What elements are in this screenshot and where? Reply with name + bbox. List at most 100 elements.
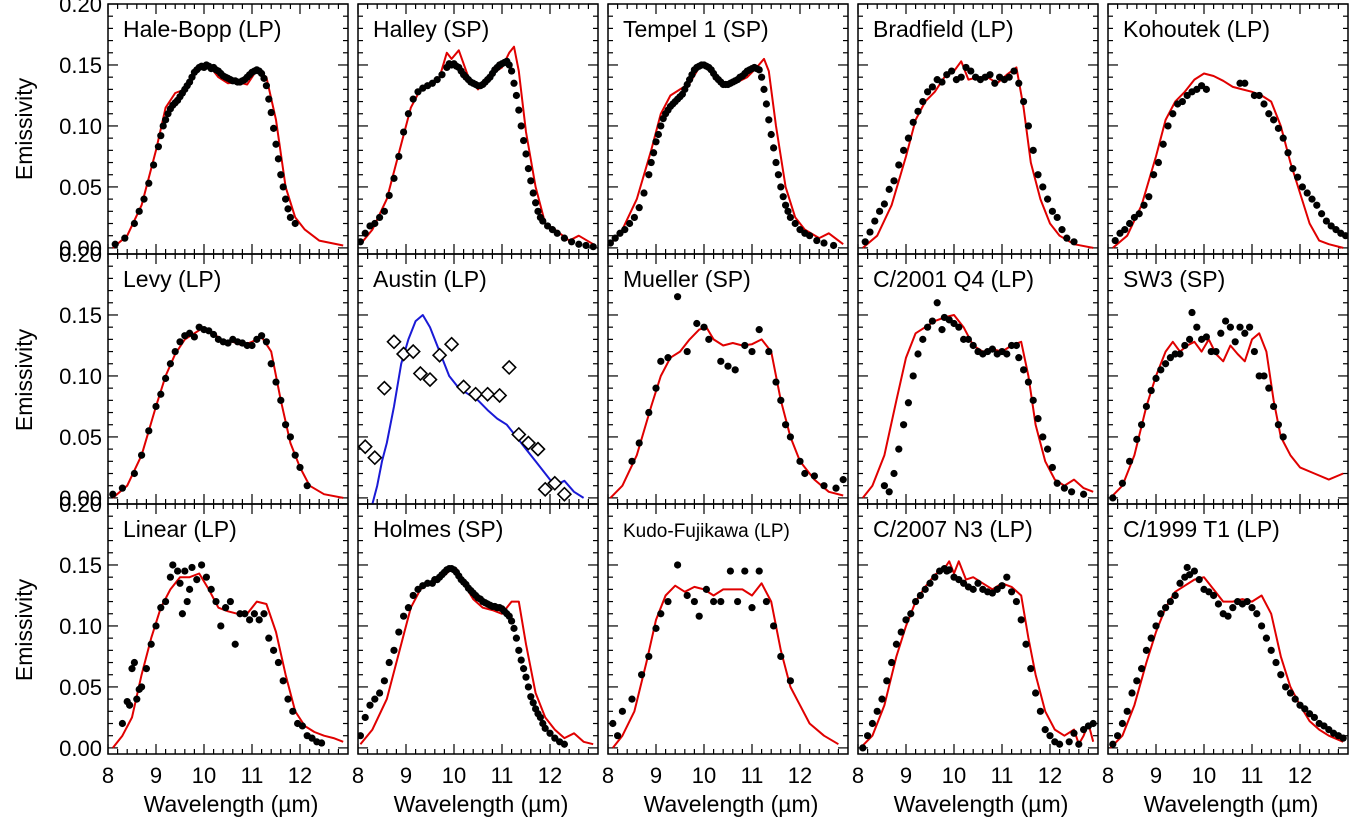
- data-point: [878, 695, 886, 703]
- data-point: [1224, 612, 1232, 620]
- x-axis-labels: Wavelength (µm) Wavelength (µm) Waveleng…: [144, 791, 1319, 817]
- x-tick-label: 11: [741, 763, 764, 788]
- data-point: [279, 183, 287, 191]
- data-point: [530, 441, 546, 457]
- data-point: [1012, 341, 1021, 350]
- data-point: [255, 616, 263, 624]
- data-point: [916, 591, 925, 600]
- data-point: [820, 239, 828, 247]
- y-tick-label: 0.05: [59, 425, 102, 450]
- data-point: [1313, 201, 1321, 209]
- plot-area: [109, 323, 344, 499]
- data-point: [909, 118, 917, 126]
- data-point: [527, 177, 535, 185]
- data-point: [162, 597, 170, 606]
- x-tick-label: 10: [692, 763, 716, 788]
- panel-title: Halley (SP): [373, 16, 489, 42]
- x-tick-label: 9: [900, 763, 912, 788]
- data-point: [657, 357, 665, 365]
- data-point: [674, 293, 682, 301]
- data-point: [248, 341, 256, 350]
- data-point: [873, 707, 881, 715]
- data-point: [282, 195, 290, 203]
- x-tick-label: 8: [602, 763, 614, 788]
- data-point: [919, 335, 927, 343]
- data-point: [888, 658, 896, 667]
- data-point: [1308, 195, 1316, 203]
- data-point: [652, 624, 660, 632]
- data-point: [371, 219, 379, 228]
- y-tick-label: 0.10: [59, 364, 102, 389]
- data-point: [705, 335, 713, 343]
- data-point: [1048, 207, 1056, 215]
- data-point: [210, 330, 218, 339]
- data-point: [1142, 402, 1150, 411]
- data-point: [152, 622, 160, 630]
- data-point: [1027, 665, 1035, 673]
- plot-area: [608, 57, 844, 250]
- data-point: [1012, 597, 1021, 606]
- data-point: [1279, 433, 1287, 441]
- data-point: [537, 481, 553, 497]
- data-point: [1003, 350, 1011, 358]
- data-point: [532, 199, 540, 207]
- data-point: [810, 472, 819, 480]
- y-tick-label: 0.20: [59, 242, 102, 267]
- data-point: [1039, 433, 1047, 441]
- data-point: [609, 719, 617, 728]
- data-point: [762, 597, 771, 606]
- model-curve: [612, 582, 839, 749]
- data-point: [938, 326, 946, 334]
- data-point: [931, 573, 939, 581]
- data-point: [1286, 689, 1294, 697]
- data-point: [647, 158, 655, 167]
- data-point: [1186, 335, 1194, 343]
- x-tick-label: 10: [1192, 763, 1216, 788]
- x-tick-label: 11: [491, 763, 514, 788]
- data-point: [140, 195, 148, 203]
- data-point: [1217, 329, 1225, 337]
- data-point: [524, 683, 533, 691]
- data-point: [650, 149, 658, 157]
- y-tick-label: 0.15: [59, 553, 102, 578]
- data-point: [130, 658, 138, 667]
- data-point: [1183, 563, 1191, 572]
- panel-title: Kudo-Fujikawa (LP): [623, 521, 790, 542]
- data-point: [1034, 171, 1042, 179]
- x-axis-label-col-2: Wavelength (µm): [394, 791, 569, 817]
- data-point: [1008, 588, 1016, 596]
- data-point: [1068, 488, 1076, 496]
- data-point: [157, 390, 165, 398]
- data-point: [1294, 173, 1302, 181]
- data-point: [138, 683, 146, 691]
- panel-title: C/1999 T1 (LP): [1123, 516, 1280, 542]
- panel-frame: [857, 503, 1099, 755]
- data-point: [556, 486, 573, 502]
- y-axis-label-row-1: Emissivity: [11, 77, 37, 180]
- panel-8: Mueller (SP): [607, 253, 849, 505]
- data-point: [1258, 622, 1266, 630]
- data-point: [1154, 158, 1162, 167]
- data-point: [748, 347, 756, 356]
- data-point: [755, 567, 763, 575]
- plot-area: [861, 60, 1094, 249]
- x-tick-label: 11: [991, 763, 1014, 788]
- data-point: [1041, 726, 1049, 734]
- data-point: [222, 604, 230, 612]
- data-point: [1109, 740, 1117, 748]
- data-point: [813, 236, 821, 245]
- data-point: [539, 217, 547, 225]
- data-point: [511, 426, 527, 443]
- data-point: [176, 338, 184, 346]
- data-point: [914, 107, 922, 115]
- data-point: [510, 624, 518, 632]
- data-point: [258, 332, 266, 340]
- data-point: [1133, 677, 1141, 685]
- data-point: [702, 585, 711, 593]
- data-point: [830, 241, 838, 250]
- data-point: [536, 713, 545, 722]
- data-point: [409, 591, 417, 600]
- data-point: [1246, 323, 1254, 331]
- data-point: [527, 693, 535, 701]
- data-point: [1176, 579, 1184, 587]
